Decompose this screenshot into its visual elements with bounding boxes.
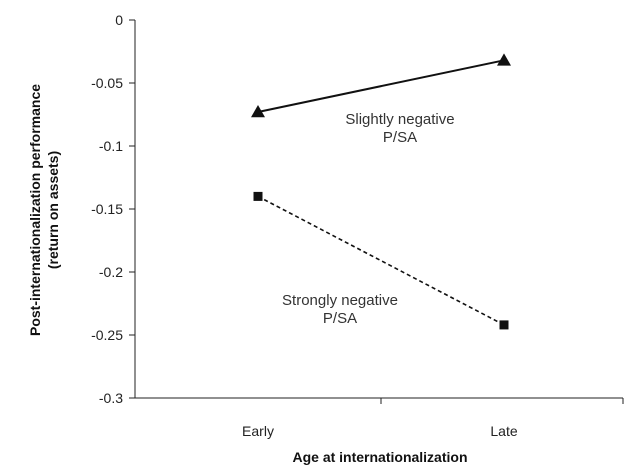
y-tick-label: -0.1 [99, 138, 123, 154]
y-tick-label: -0.15 [91, 201, 123, 217]
axes [134, 20, 623, 399]
y-tick-label: -0.2 [99, 264, 123, 280]
y-tick-label: -0.05 [91, 75, 123, 91]
y-tick-label: 0 [115, 12, 123, 28]
y-axis-title-line-1: Post-internationalization performance [27, 84, 43, 336]
series-line [257, 59, 505, 113]
x-axis-title: Age at internationalization [292, 449, 467, 465]
series-line [257, 195, 505, 326]
series-annotation: Strongly negative [282, 292, 398, 309]
series-annotation: P/SA [383, 129, 417, 146]
y-tick-label: -0.3 [99, 390, 123, 406]
series-annotation: Slightly negative [345, 111, 454, 128]
y-axis-title-line-2: (return on assets) [45, 151, 61, 269]
triangle-marker [497, 53, 511, 66]
triangle-marker [251, 104, 265, 118]
square-marker [253, 191, 263, 201]
x-tick-label: Late [490, 423, 517, 439]
y-ticks: 0 -0.05 -0.1 -0.15 -0.2 -0.25 -0.3 [91, 12, 135, 406]
series-annotation: P/SA [323, 310, 357, 327]
series-layer [251, 53, 511, 330]
x-tick-label: Early [242, 423, 274, 439]
x-ticks: Early Late [242, 398, 624, 439]
y-tick-label: -0.25 [91, 327, 123, 343]
square-marker [499, 320, 509, 330]
